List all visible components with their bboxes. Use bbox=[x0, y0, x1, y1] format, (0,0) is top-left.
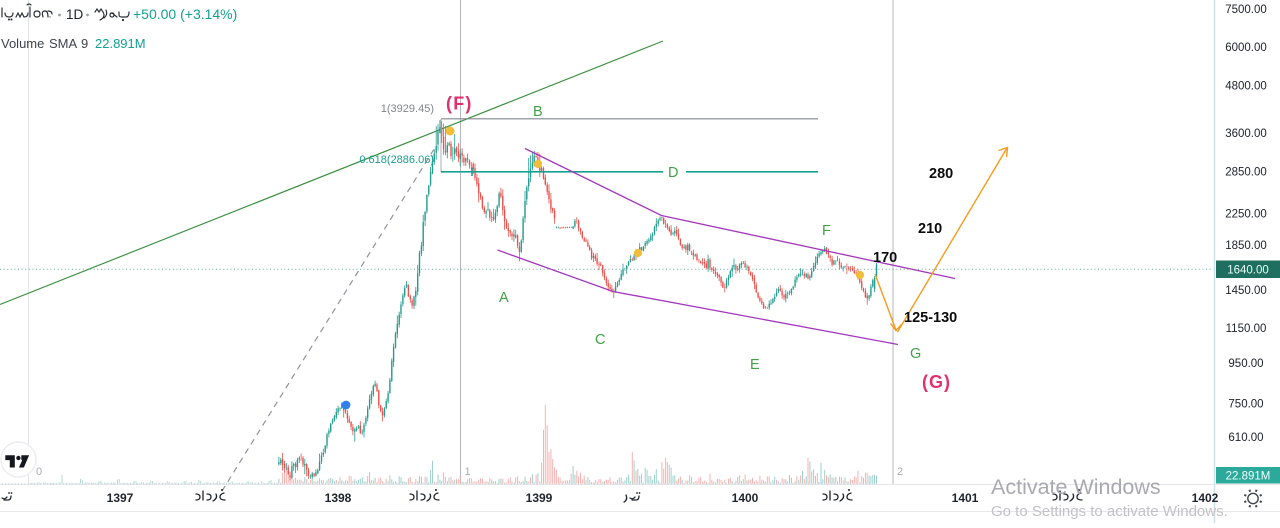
svg-text:+50.00 (+3.14%): +50.00 (+3.14%) bbox=[133, 6, 237, 22]
svg-text:2250.00: 2250.00 bbox=[1225, 209, 1267, 221]
svg-text:22.891M: 22.891M bbox=[1226, 471, 1271, 483]
svg-text:F: F bbox=[822, 223, 831, 239]
svg-text:6000.00: 6000.00 bbox=[1225, 42, 1267, 54]
svg-text:C: C bbox=[595, 332, 605, 348]
svg-text:950.00: 950.00 bbox=[1228, 358, 1263, 370]
svg-text:D: D bbox=[668, 165, 678, 181]
svg-text:1398: 1398 bbox=[325, 491, 352, 505]
svg-text:1150.00: 1150.00 bbox=[1226, 323, 1267, 335]
svg-text:Volume: Volume bbox=[1, 36, 44, 51]
svg-text:2850.00: 2850.00 bbox=[1225, 166, 1267, 178]
svg-text:1: 1 bbox=[465, 466, 471, 478]
svg-text:3600.00: 3600.00 bbox=[1225, 128, 1267, 140]
svg-text:610.00: 610.00 bbox=[1228, 432, 1263, 444]
svg-text:1450.00: 1450.00 bbox=[1225, 285, 1267, 297]
svg-text:1401: 1401 bbox=[952, 491, 979, 505]
svg-text:(G): (G) bbox=[922, 372, 951, 392]
svg-text:1397: 1397 bbox=[107, 491, 134, 505]
svg-text:(F): (F) bbox=[446, 94, 473, 114]
svg-text:A: A bbox=[499, 290, 509, 306]
svg-text:0.618(2886.06): 0.618(2886.06) bbox=[359, 154, 434, 166]
svg-text:1400: 1400 bbox=[732, 491, 759, 505]
svg-text:0: 0 bbox=[36, 466, 42, 478]
svg-text:SMA: SMA bbox=[49, 36, 78, 51]
svg-text:7500.00: 7500.00 bbox=[1225, 4, 1267, 16]
svg-text:1(3929.45): 1(3929.45) bbox=[381, 103, 434, 115]
svg-text:280: 280 bbox=[929, 166, 953, 182]
svg-text:210: 210 bbox=[918, 221, 942, 237]
svg-text:E: E bbox=[750, 357, 760, 373]
svg-text:Go to Settings to activate Win: Go to Settings to activate Windows. bbox=[991, 503, 1228, 520]
svg-text:1D: 1D bbox=[66, 7, 84, 22]
svg-text:1850.00: 1850.00 bbox=[1225, 240, 1267, 252]
svg-text:1399: 1399 bbox=[526, 491, 553, 505]
svg-text:1402: 1402 bbox=[1192, 491, 1219, 505]
svg-text:125-130: 125-130 bbox=[904, 310, 957, 326]
svg-text:22.891M: 22.891M bbox=[95, 36, 146, 51]
svg-text:4800.00: 4800.00 bbox=[1225, 80, 1267, 92]
svg-text:G: G bbox=[910, 346, 921, 362]
svg-text:1640.00: 1640.00 bbox=[1227, 265, 1269, 277]
svg-text:170: 170 bbox=[873, 250, 897, 266]
svg-text:B: B bbox=[533, 104, 543, 120]
svg-text:Activate Windows: Activate Windows bbox=[991, 475, 1161, 499]
svg-text:2: 2 bbox=[897, 466, 903, 478]
svg-text:9: 9 bbox=[81, 36, 88, 51]
svg-text:750.00: 750.00 bbox=[1228, 399, 1263, 411]
